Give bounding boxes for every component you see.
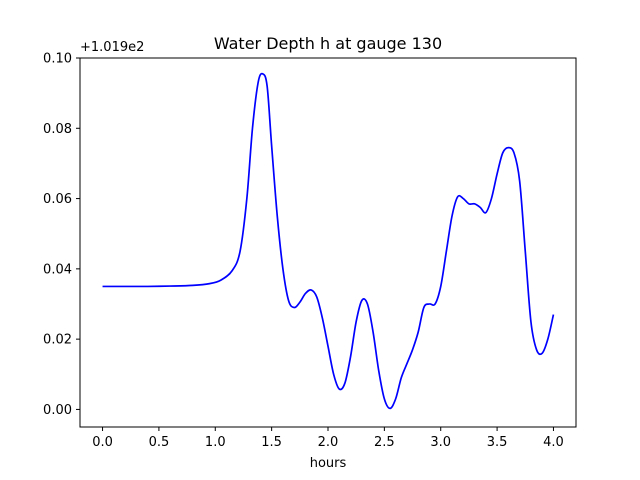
- x-axis-label: hours: [310, 456, 347, 471]
- x-tick-label: 0.0: [92, 435, 113, 450]
- plot-area: [79, 57, 577, 428]
- x-tick-label: 0.5: [149, 435, 170, 450]
- x-tick-label: 1.5: [261, 435, 282, 450]
- x-axis: 0.0 0.5 1.0 1.5 2.0 2.5 3.0 3.5 4.0: [92, 427, 564, 450]
- y-tick-label: 0.02: [43, 333, 72, 348]
- y-axis: 0.00 0.02 0.04 0.06 0.08 0.10: [43, 52, 80, 418]
- y-tick-label: 0.00: [43, 403, 72, 418]
- y-tick-label: 0.08: [43, 122, 72, 137]
- x-tick-label: 3.5: [487, 435, 508, 450]
- x-tick-label: 2.0: [318, 435, 339, 450]
- y-tick-label: 0.10: [43, 52, 72, 67]
- plot-frame: [79, 57, 577, 428]
- y-offset-label: +1.019e2: [80, 40, 144, 55]
- x-tick-label: 1.0: [205, 435, 226, 450]
- series-line: [102, 72, 555, 410]
- y-tick-label: 0.04: [43, 262, 72, 277]
- y-tick-label: 0.06: [43, 192, 72, 207]
- chart-title: Water Depth h at gauge 130: [214, 34, 442, 53]
- x-tick-label: 3.0: [430, 435, 451, 450]
- x-tick-label: 4.0: [543, 435, 564, 450]
- x-tick-label: 2.5: [374, 435, 395, 450]
- series-layer: [102, 72, 555, 410]
